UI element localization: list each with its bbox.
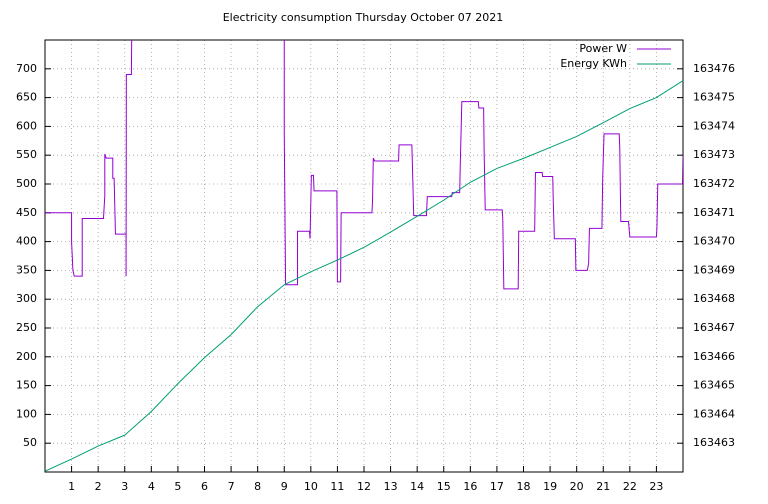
x-tick-label: 21 <box>596 480 610 493</box>
y2-tick-label: 163472 <box>693 177 735 190</box>
x-tick-label: 11 <box>330 480 344 493</box>
x-tick-label: 5 <box>174 480 181 493</box>
y-tick-label: 450 <box>16 206 37 219</box>
y2-tick-label: 163474 <box>693 119 735 132</box>
y2-tick-label: 163473 <box>693 148 735 161</box>
x-tick-label: 13 <box>384 480 398 493</box>
plot-area <box>45 40 683 472</box>
y2-tick-label: 163476 <box>693 62 735 75</box>
x-tick-label: 16 <box>463 480 477 493</box>
x-tick-label: 17 <box>490 480 504 493</box>
y-tick-label: 650 <box>16 91 37 104</box>
y-tick-label: 150 <box>16 379 37 392</box>
x-tick-label: 8 <box>254 480 261 493</box>
y-tick-label: 250 <box>16 321 37 334</box>
x-tick-label: 23 <box>649 480 663 493</box>
y-tick-label: 700 <box>16 62 37 75</box>
y-tick-label: 300 <box>16 292 37 305</box>
x-tick-label: 20 <box>570 480 584 493</box>
x-tick-label: 9 <box>281 480 288 493</box>
y-tick-label: 400 <box>16 235 37 248</box>
y-tick-label: 350 <box>16 263 37 276</box>
y2-tick-label: 163465 <box>693 379 735 392</box>
y-tick-label: 200 <box>16 350 37 363</box>
y2-tick-label: 163466 <box>693 350 735 363</box>
y2-tick-label: 163470 <box>693 235 735 248</box>
x-tick-label: 14 <box>410 480 424 493</box>
y-tick-label: 500 <box>16 177 37 190</box>
y-tick-label: 100 <box>16 407 37 420</box>
y-tick-label: 600 <box>16 119 37 132</box>
series-line <box>45 80 683 472</box>
series-line <box>45 40 683 290</box>
x-tick-label: 19 <box>543 480 557 493</box>
x-tick-label: 12 <box>357 480 371 493</box>
x-tick-label: 7 <box>228 480 235 493</box>
y2-tick-label: 163467 <box>693 321 735 334</box>
x-tick-label: 2 <box>95 480 102 493</box>
chart-title: Electricity consumption Thursday October… <box>223 11 504 24</box>
x-tick-label: 6 <box>201 480 208 493</box>
x-tick-label: 18 <box>517 480 531 493</box>
legend-label: Power W <box>579 42 627 55</box>
x-tick-label: 15 <box>437 480 451 493</box>
y2-tick-label: 163471 <box>693 206 735 219</box>
y2-tick-label: 163464 <box>693 407 735 420</box>
y2-tick-label: 163463 <box>693 436 735 449</box>
x-tick-label: 3 <box>121 480 128 493</box>
legend-label: Energy KWh <box>560 57 627 70</box>
y-tick-label: 50 <box>23 436 37 449</box>
y-tick-label: 550 <box>16 148 37 161</box>
x-tick-label: 1 <box>68 480 75 493</box>
x-tick-label: 10 <box>304 480 318 493</box>
x-tick-label: 22 <box>623 480 637 493</box>
y2-tick-label: 163468 <box>693 292 735 305</box>
y2-tick-label: 163469 <box>693 263 735 276</box>
y2-tick-label: 163475 <box>693 91 735 104</box>
x-tick-label: 4 <box>148 480 155 493</box>
plot-border <box>44 39 684 473</box>
